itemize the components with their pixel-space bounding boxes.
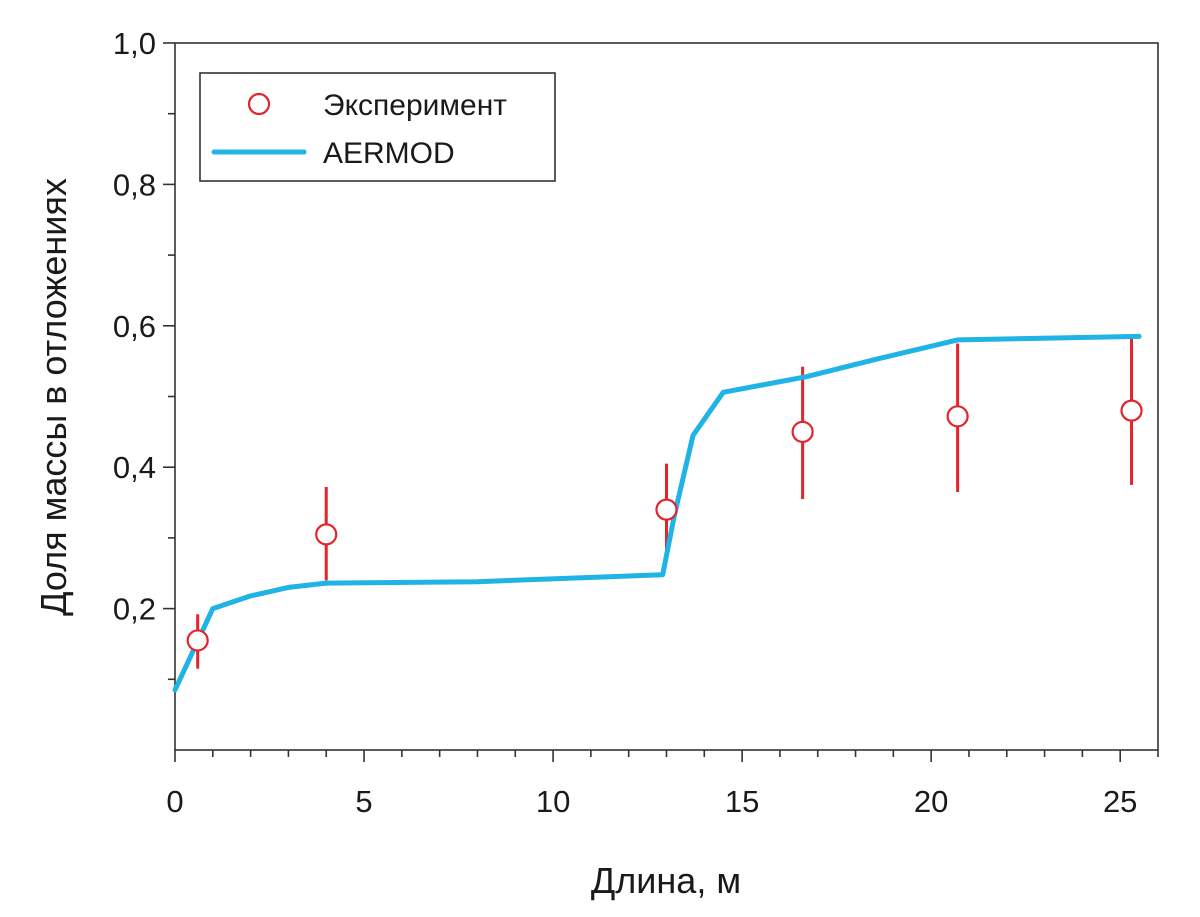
y-tick-label: 0,4 [113,450,156,485]
experiment-point [186,629,209,652]
y-tick-label: 0,6 [113,309,156,344]
legend-label-aermod: AERMOD [323,137,455,170]
x-tick-label: 5 [355,784,372,819]
legend-label-experiment: Эксперимент [323,89,507,122]
y-tick-label: 0,8 [113,167,156,202]
x-axis-title: Длина, м [591,860,741,901]
x-tick-label: 15 [725,784,759,819]
x-tick-label: 0 [166,784,183,819]
legend-box [199,72,556,182]
experiment-point [1120,399,1143,422]
plot-series [172,333,1143,693]
x-axis-ticks: 0 5 10 15 20 25 [166,750,1159,819]
experiment-point [791,420,814,443]
x-tick-label: 10 [536,784,570,819]
experiment-point [655,498,678,521]
legend-marker-experiment [247,92,271,116]
aermod-line [172,333,1142,693]
x-tick-label: 20 [914,784,948,819]
y-axis-title: Доля массы в отложениях [33,178,74,616]
legend: Эксперимент AERMOD [199,72,556,182]
experiment-point [315,523,338,546]
y-tick-label: 0,2 [113,592,156,627]
x-tick-label: 25 [1103,784,1137,819]
experiment-point [946,405,969,428]
y-tick-label: 1,0 [113,26,156,61]
y-axis-ticks: 0,2 0,4 0,6 0,8 1,0 [113,26,175,681]
